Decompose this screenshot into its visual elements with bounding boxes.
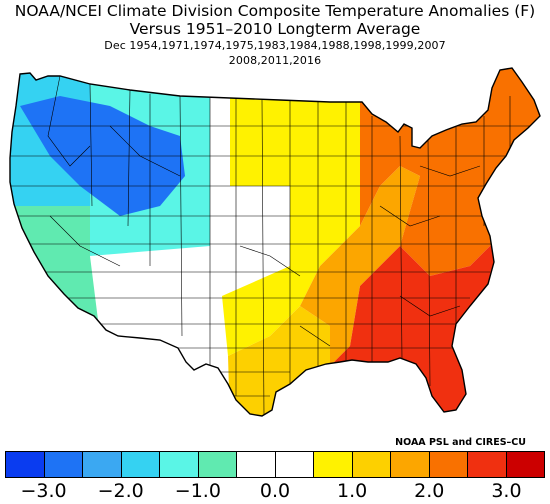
colorbar-swatch bbox=[121, 452, 160, 477]
colorbar-swatch bbox=[352, 452, 391, 477]
colorbar-swatch bbox=[160, 452, 199, 477]
colorbar-tick-label: 3.0 bbox=[491, 480, 522, 502]
composite-years-continued: 2008,2011,2016 bbox=[228, 54, 322, 67]
colorbar-swatch bbox=[506, 452, 544, 477]
colorbar-tick-label: −3.0 bbox=[20, 480, 67, 502]
division-boundaries bbox=[10, 75, 540, 416]
colorbar-swatch bbox=[314, 452, 353, 477]
colorbar-swatch bbox=[468, 452, 507, 477]
colorbar-swatch bbox=[198, 452, 237, 477]
colorbar-tick-label: −2.0 bbox=[97, 480, 144, 502]
colorbar-tick-label: 2.0 bbox=[414, 480, 445, 502]
colorbar-swatch bbox=[44, 452, 83, 477]
colorbar-swatch bbox=[429, 452, 468, 477]
colorbar-swatch bbox=[83, 452, 122, 477]
map-title: NOAA/NCEI Climate Division Composite Tem… bbox=[14, 2, 536, 20]
colorbar-swatch bbox=[391, 452, 430, 477]
colorbar-swatch bbox=[275, 452, 314, 477]
region-upper-midwest bbox=[222, 68, 360, 356]
colorbar-tick-label: 1.0 bbox=[337, 480, 368, 502]
colorbar bbox=[5, 451, 545, 478]
map-subtitle: Versus 1951–2010 Longterm Average bbox=[129, 20, 421, 38]
us-temperature-anomaly-map bbox=[0, 66, 550, 426]
colorbar-ticks: −3.0 −2.0 −1.0 0.0 1.0 2.0 3.0 bbox=[5, 480, 545, 502]
data-credit: NOAA PSL and CIRES–CU bbox=[395, 437, 526, 448]
title-block: NOAA/NCEI Climate Division Composite Tem… bbox=[0, 2, 550, 68]
composite-years: Dec 1954,1971,1974,1975,1983,1984,1988,1… bbox=[104, 39, 446, 52]
colorbar-swatch bbox=[237, 452, 276, 477]
colorbar-tick-label: −1.0 bbox=[174, 480, 221, 502]
colorbar-tick-label: 0.0 bbox=[259, 480, 291, 502]
map-canvas bbox=[9, 67, 541, 417]
colorbar-swatch bbox=[6, 452, 45, 477]
